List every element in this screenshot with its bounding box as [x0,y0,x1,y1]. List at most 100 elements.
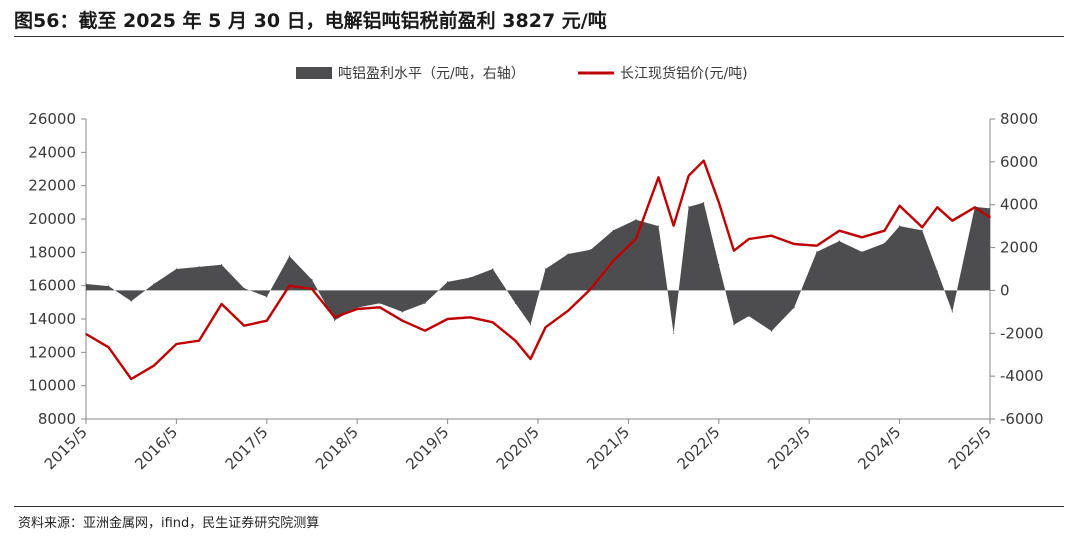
profit-point [544,268,547,270]
x-tick-label: 2023/5 [764,423,814,473]
right-tick-label: -2000 [1000,324,1044,342]
profit-point [951,311,953,313]
profit-point [861,251,863,253]
price-point [333,316,336,319]
price-point [288,284,291,287]
profit-point [936,270,938,272]
profit-point [334,319,336,321]
profit-point [838,240,840,242]
profit-point [657,225,660,227]
profit-point [311,279,313,281]
price-point [514,339,517,342]
price-point [356,308,359,310]
x-tick-label: 2020/5 [493,423,543,473]
left-tick-label: 22000 [28,177,76,195]
profit-point [153,283,155,285]
price-point [815,244,818,247]
price-point [861,236,863,239]
price-point [529,358,532,360]
left-tick-label: 20000 [28,210,76,228]
profit-point [401,311,403,313]
profit-point [492,268,494,270]
x-tick-label: 2016/5 [131,423,181,473]
left-tick-label: 12000 [28,343,76,361]
x-tick-label: 2017/5 [222,423,272,473]
price-point [733,249,735,252]
x-tick-label: 2015/5 [41,423,91,473]
profit-point [635,219,637,221]
price-point [198,339,200,342]
price-point [401,319,404,322]
price-point [702,159,705,162]
legend: 吨铝盈利水平（元/吨，右轴） 长江现货铝价(元/吨) [296,65,748,82]
profit-point [198,266,200,268]
right-tick-label: 8000 [1000,110,1038,128]
left-tick-label: 18000 [28,243,76,261]
x-tick-label: 2022/5 [674,423,724,473]
profit-point [793,307,795,309]
right-tick-label: 2000 [1000,239,1038,257]
price-point [107,346,110,349]
price-point [589,288,592,290]
left-axis: 8000 10000 12000 14000 16000 18000 20000 22000 2… [28,110,86,428]
left-tick-label: 16000 [28,277,76,295]
profit-point [590,249,592,251]
profit-point [703,202,705,204]
legend-area-label: 吨铝盈利水平（元/吨，右轴） [338,66,525,82]
price-point [989,216,991,219]
profit-point [612,229,614,231]
x-tick-label: 2025/5 [945,423,995,473]
price-point [974,206,976,209]
price-point [266,319,268,322]
legend-line-label: 长江现货铝价(元/吨) [620,65,748,82]
profit-point [469,277,471,279]
price-point [469,316,472,319]
right-tick-label: 0 [1000,281,1010,299]
profit-point [108,285,110,287]
x-tick-label: 2019/5 [402,423,452,473]
price-point [951,219,954,222]
profit-point [816,251,818,253]
price-point [770,234,773,237]
profit-point [379,302,381,304]
price-point [544,326,547,329]
profit-point [447,281,449,283]
left-tick-label: 26000 [28,110,76,128]
left-tick-label: 24000 [28,143,76,161]
right-tick-label: 4000 [1000,196,1038,214]
price-point [793,243,795,245]
profit-point [175,268,177,270]
profit-point [567,253,569,255]
title-rule [14,36,1064,37]
legend-area-swatch [296,67,332,79]
profit-point [288,255,290,257]
right-axis: -6000 -4000 -2000 0 2000 4000 6000 8000 [990,110,1044,428]
price-point [612,259,615,262]
source-note: 资料来源：亚洲金属网，ifind，民生证券研究院测算 [18,516,320,531]
profit-point [673,332,675,334]
profit-area [86,202,990,334]
profit-point [770,330,773,332]
price-point [657,176,660,179]
left-tick-label: 10000 [28,377,76,395]
profit-point [221,264,223,266]
profit-point [529,324,532,326]
price-point [311,288,313,290]
profit-point [688,206,690,208]
right-tick-label: -6000 [1000,410,1044,428]
price-point [424,329,426,332]
profit-point [718,264,720,266]
price-point [220,303,223,305]
price-point [567,309,569,312]
price-point [718,201,720,204]
profit-point [266,296,268,298]
profit-point [733,324,735,326]
price-point [175,343,178,345]
price-point [446,318,449,320]
profit-point [989,207,991,209]
left-tick-label: 14000 [28,310,76,328]
profit-point [921,229,923,231]
profit-point [243,287,245,289]
profit-point [85,283,87,285]
profit-point [899,225,901,227]
